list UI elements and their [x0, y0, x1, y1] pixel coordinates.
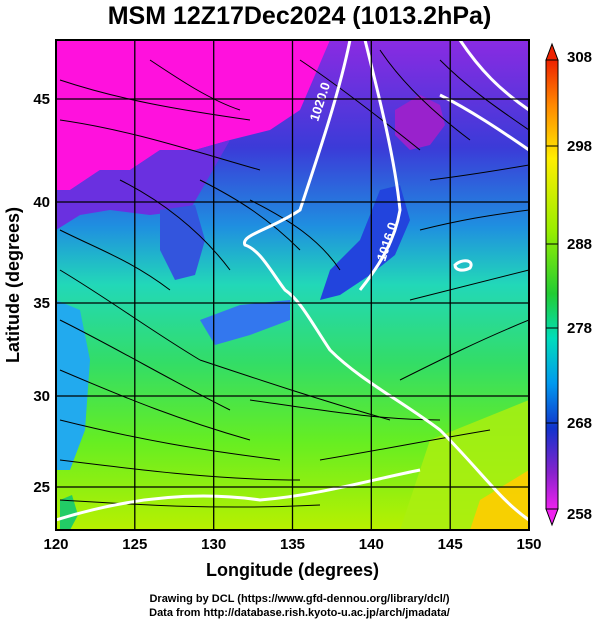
- plot-frame: [55, 39, 530, 531]
- y-tick-label: 45: [33, 91, 50, 108]
- y-axis-label: Latitude (degrees): [3, 207, 23, 363]
- x-tick-label: 130: [201, 536, 226, 553]
- x-tick-label: 140: [359, 536, 384, 553]
- y-tick-label: 30: [33, 388, 50, 405]
- colorbar: [545, 42, 559, 527]
- colorbar-tick-label: 278: [567, 320, 592, 337]
- x-tick-label: 150: [516, 536, 541, 553]
- map-grid: [56, 40, 529, 530]
- x-axis-label: Longitude (degrees): [206, 560, 379, 580]
- x-tick-label: 125: [122, 536, 147, 553]
- y-tick-label: 35: [33, 295, 50, 312]
- colorbar-tick-label: 288: [567, 236, 592, 253]
- colorbar-tick-label: 298: [567, 138, 592, 155]
- y-tick-label: 25: [33, 479, 50, 496]
- x-tick-label: 145: [438, 536, 463, 553]
- isobar-contours: [56, 40, 529, 522]
- credit-data-source: Data from http://database.rish.kyoto-u.a…: [149, 607, 450, 619]
- x-tick-label: 120: [43, 536, 68, 553]
- credit-drawing: Drawing by DCL (https://www.gfd-dennou.o…: [149, 593, 450, 605]
- colorbar-tick-label: 268: [567, 415, 592, 432]
- x-tick-label: 135: [280, 536, 305, 553]
- colorbar-tick-label: 308: [567, 49, 592, 66]
- y-tick-label: 40: [33, 194, 50, 211]
- colorbar-tick-label: 258: [567, 506, 592, 523]
- map-title: MSM 12Z17Dec2024 (1013.2hPa): [107, 2, 492, 30]
